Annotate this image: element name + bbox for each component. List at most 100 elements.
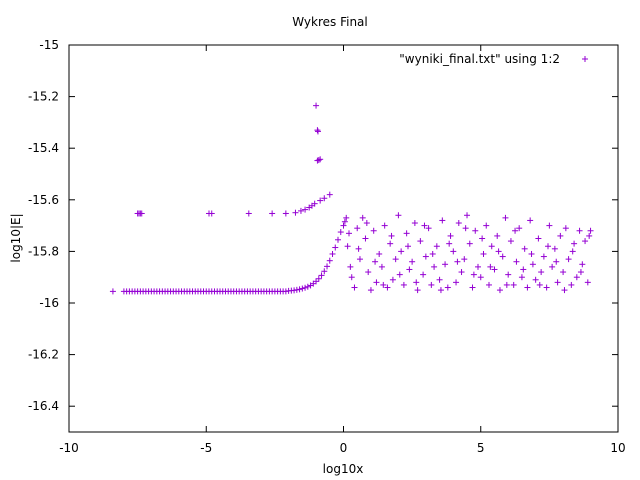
x-tick-label: -5 (200, 441, 212, 455)
data-point (499, 253, 506, 260)
data-point (454, 258, 461, 265)
x-tick-label: 5 (477, 441, 485, 455)
data-point (340, 222, 347, 229)
data-point (422, 253, 429, 260)
data-point (442, 261, 449, 268)
data-point (557, 232, 564, 239)
data-point (582, 238, 589, 245)
data-point (269, 210, 276, 217)
data-point (392, 256, 399, 263)
data-point (560, 269, 567, 276)
data-point (535, 235, 542, 242)
data-point (495, 248, 502, 255)
data-point (109, 288, 116, 295)
data-point (462, 225, 469, 232)
data-point (389, 276, 396, 283)
data-point (429, 250, 436, 257)
data-point (446, 240, 453, 247)
data-point (302, 206, 309, 213)
data-point (538, 269, 545, 276)
data-point (561, 287, 568, 294)
y-tick-label: -16 (39, 296, 59, 310)
data-point (311, 200, 318, 207)
y-tick-label: -15.2 (28, 90, 59, 104)
legend-entry-label: "wyniki_final.txt" using 1:2 (399, 52, 560, 66)
data-point (512, 227, 519, 234)
data-point (553, 258, 560, 265)
data-point (518, 274, 525, 281)
data-point (470, 271, 477, 278)
y-tick-label: -15.6 (28, 193, 59, 207)
data-point (458, 269, 465, 276)
x-tick-label: -10 (59, 441, 79, 455)
data-point (513, 258, 520, 265)
data-point (388, 232, 395, 239)
data-point (447, 232, 454, 239)
data-point (297, 207, 304, 214)
data-point (313, 102, 320, 109)
data-point (472, 227, 479, 234)
data-point (469, 284, 476, 291)
data-point (411, 220, 418, 227)
legend-plus-marker (582, 56, 588, 62)
data-point (516, 225, 523, 232)
data-point (586, 232, 593, 239)
data-point (584, 279, 591, 286)
data-point (324, 263, 331, 270)
data-point (208, 210, 215, 217)
data-point (485, 281, 492, 288)
data-point (417, 238, 424, 245)
data-point (453, 279, 460, 286)
y-axis-ticks: -15 -15.2 -15.4 -15.6 -15.8 -16 -16.2 -16.4 (28, 38, 618, 413)
data-point (546, 222, 553, 229)
data-point (356, 256, 363, 263)
x-tick-label: 0 (340, 441, 348, 455)
data-point (332, 244, 339, 251)
data-point (540, 253, 547, 260)
data-point (314, 157, 321, 164)
data-point (587, 227, 594, 234)
data-point (505, 271, 512, 278)
data-point (549, 263, 556, 270)
data-point (433, 243, 440, 250)
data-point (428, 281, 435, 288)
y-axis-label: log10|E| (9, 213, 23, 262)
data-point (413, 279, 420, 286)
data-point (491, 266, 498, 273)
data-point (573, 274, 580, 281)
data-point (496, 287, 503, 294)
data-point (321, 268, 328, 275)
data-point (326, 257, 333, 264)
data-point (372, 258, 379, 265)
data-point (520, 266, 527, 273)
legend-marker (582, 56, 588, 62)
data-point (579, 261, 586, 268)
chart-title: Wykres Final (292, 15, 367, 29)
data-point (302, 284, 309, 291)
data-point (507, 238, 514, 245)
data-point (405, 243, 412, 250)
data-point (528, 250, 535, 257)
data-point (282, 210, 289, 217)
data-points (109, 102, 594, 295)
data-point (291, 287, 298, 294)
data-point (314, 127, 321, 134)
data-point (510, 281, 517, 288)
data-point (304, 283, 311, 290)
data-point (347, 263, 354, 270)
data-point (480, 250, 487, 257)
data-point (488, 243, 495, 250)
data-point (378, 263, 385, 270)
data-point (503, 281, 510, 288)
data-point (521, 245, 528, 252)
data-point (577, 269, 584, 276)
data-point (487, 263, 494, 270)
y-tick-label: -16.2 (28, 348, 59, 362)
data-point (545, 243, 552, 250)
data-point (345, 230, 352, 237)
data-point (318, 272, 325, 279)
data-point (362, 235, 369, 242)
data-point (461, 256, 468, 263)
data-point (431, 263, 438, 270)
